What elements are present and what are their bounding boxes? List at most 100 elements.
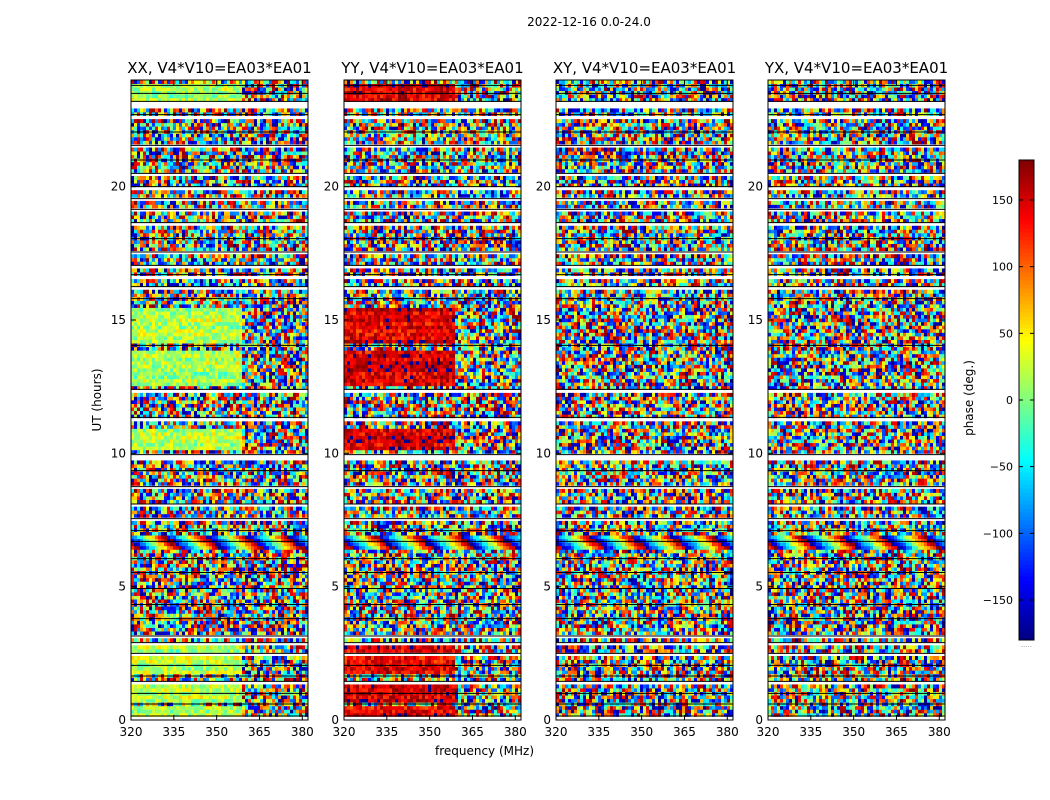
heatmap-cell bbox=[233, 499, 237, 504]
heatmap-cell bbox=[254, 442, 258, 447]
heatmap-cell bbox=[278, 584, 282, 589]
heatmap-cell bbox=[161, 510, 165, 515]
heatmap-cell bbox=[134, 481, 138, 486]
heatmap-cell bbox=[275, 492, 279, 497]
heatmap-cell bbox=[155, 478, 159, 483]
heatmap-cell bbox=[155, 581, 159, 586]
heatmap-cell bbox=[254, 538, 258, 543]
heatmap-cell bbox=[134, 375, 138, 380]
heatmap-cell bbox=[164, 709, 168, 714]
heatmap-cell bbox=[263, 510, 267, 515]
heatmap-cell bbox=[263, 492, 267, 497]
heatmap-cell bbox=[251, 705, 255, 710]
heatmap-cell bbox=[251, 684, 255, 689]
heatmap-cell bbox=[185, 712, 189, 717]
heatmap-cell bbox=[140, 581, 144, 586]
heatmap-cell bbox=[296, 659, 300, 664]
heatmap-cell bbox=[248, 496, 252, 500]
heatmap-cell bbox=[239, 481, 243, 486]
heatmap-cell bbox=[182, 478, 186, 483]
heatmap-cell bbox=[149, 592, 153, 596]
heatmap-cell bbox=[290, 538, 294, 543]
heatmap-cell bbox=[188, 403, 192, 408]
heatmap-cell bbox=[251, 400, 255, 404]
heatmap-cell bbox=[272, 471, 276, 476]
heatmap-cell bbox=[239, 684, 243, 689]
heatmap-cell bbox=[293, 624, 297, 628]
heatmap-cell bbox=[224, 688, 228, 692]
heatmap-cell bbox=[293, 528, 297, 532]
heatmap-cell bbox=[173, 613, 177, 618]
heatmap-cell bbox=[242, 531, 246, 536]
heatmap-cell bbox=[272, 567, 276, 572]
heatmap-cell bbox=[260, 474, 264, 479]
heatmap-cell bbox=[293, 613, 297, 618]
heatmap-cell bbox=[227, 538, 231, 543]
heatmap-cell bbox=[275, 695, 279, 700]
heatmap-cell bbox=[206, 688, 210, 692]
heatmap-cell bbox=[158, 513, 162, 518]
heatmap-cell bbox=[140, 499, 144, 504]
heatmap-cell bbox=[248, 378, 252, 383]
heatmap-cell bbox=[227, 435, 231, 440]
heatmap-cell bbox=[185, 581, 189, 586]
heatmap-cell bbox=[203, 542, 207, 547]
heatmap-cell bbox=[218, 552, 222, 557]
heatmap-cell bbox=[149, 648, 153, 653]
heatmap-cell bbox=[182, 414, 186, 419]
heatmap-cell bbox=[152, 467, 156, 472]
heatmap-cell bbox=[209, 627, 213, 632]
heatmap-cell bbox=[200, 481, 204, 486]
heatmap-cell bbox=[197, 410, 201, 415]
heatmap-cell bbox=[227, 400, 231, 404]
heatmap-cell bbox=[179, 588, 183, 593]
heatmap-cell bbox=[191, 584, 195, 589]
heatmap-cell bbox=[134, 545, 138, 550]
heatmap-cell bbox=[236, 435, 240, 440]
heatmap-cell bbox=[293, 460, 297, 465]
heatmap-cell bbox=[275, 535, 279, 540]
heatmap-cell bbox=[263, 588, 267, 593]
heatmap-cell bbox=[287, 567, 291, 572]
heatmap-cell bbox=[260, 403, 264, 408]
heatmap-cell bbox=[209, 560, 213, 564]
heatmap-cell bbox=[209, 712, 213, 717]
heatmap-cell bbox=[230, 538, 234, 543]
heatmap-cell bbox=[272, 712, 276, 717]
heatmap-cell bbox=[245, 584, 249, 589]
heatmap-cell bbox=[254, 584, 258, 589]
heatmap-cell bbox=[155, 513, 159, 518]
heatmap-cell bbox=[239, 432, 243, 436]
heatmap-cell bbox=[146, 421, 150, 426]
heatmap-cell bbox=[266, 435, 270, 440]
heatmap-cell bbox=[206, 638, 210, 643]
heatmap-cell bbox=[206, 520, 210, 525]
heatmap-cell bbox=[263, 467, 267, 472]
heatmap-cell bbox=[242, 592, 246, 596]
heatmap-cell bbox=[272, 464, 276, 468]
heatmap-cell bbox=[200, 631, 204, 636]
heatmap-cell bbox=[248, 421, 252, 426]
heatmap-cell bbox=[239, 584, 243, 589]
heatmap-cell bbox=[224, 528, 228, 532]
heatmap-cell bbox=[140, 592, 144, 596]
heatmap-cell bbox=[230, 599, 234, 604]
heatmap-cell bbox=[257, 474, 261, 479]
heatmap-cell bbox=[188, 666, 192, 671]
heatmap-cell bbox=[242, 378, 246, 383]
heatmap-cell bbox=[170, 396, 174, 401]
heatmap-cell bbox=[185, 435, 189, 440]
heatmap-cell bbox=[143, 424, 147, 429]
heatmap-cell bbox=[275, 648, 279, 653]
heatmap-cell bbox=[263, 659, 267, 664]
heatmap-cell bbox=[143, 478, 147, 483]
heatmap-cell bbox=[257, 528, 261, 532]
heatmap-cell bbox=[251, 698, 255, 703]
heatmap-cell bbox=[140, 538, 144, 543]
heatmap-cell bbox=[155, 439, 159, 444]
heatmap-cell bbox=[194, 538, 198, 543]
heatmap-cell bbox=[164, 488, 168, 493]
heatmap-cell bbox=[131, 560, 135, 564]
heatmap-cell bbox=[176, 478, 180, 483]
heatmap-cell bbox=[176, 709, 180, 714]
